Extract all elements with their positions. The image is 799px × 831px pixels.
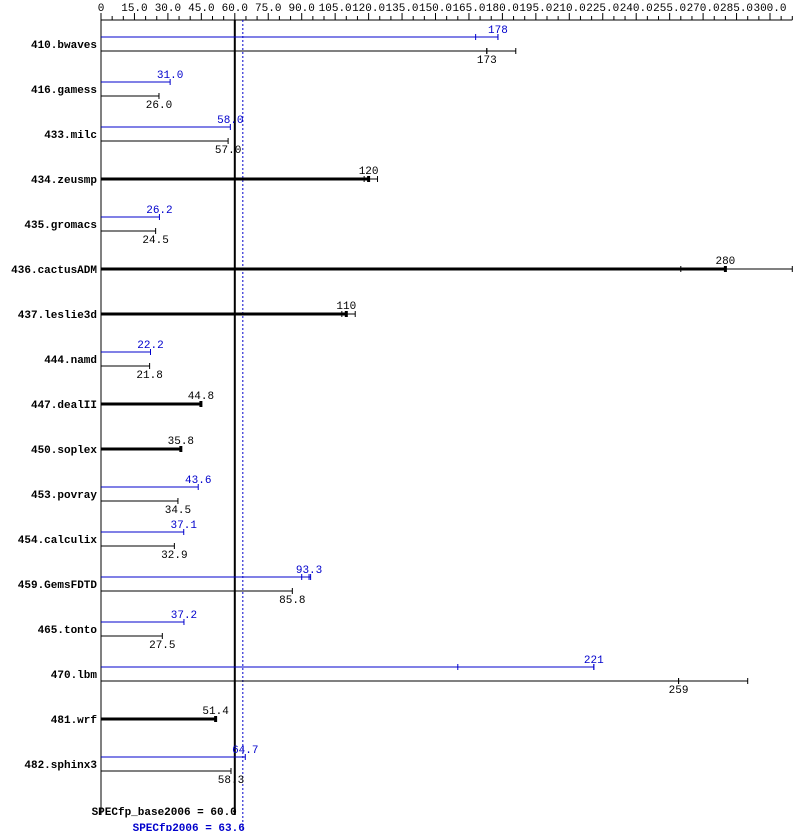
benchmark-label: 434.zeusmp [31, 175, 97, 187]
svg-text:60.0: 60.0 [222, 3, 248, 15]
svg-text:270.0: 270.0 [687, 3, 720, 15]
svg-text:120.0: 120.0 [352, 3, 385, 15]
svg-text:195.0: 195.0 [519, 3, 552, 15]
svg-text:51.4: 51.4 [202, 706, 229, 718]
svg-text:44.8: 44.8 [188, 391, 214, 403]
svg-text:22.2: 22.2 [137, 340, 163, 352]
svg-text:15.0: 15.0 [121, 3, 147, 15]
svg-text:180.0: 180.0 [486, 3, 519, 15]
svg-text:24.5: 24.5 [142, 235, 168, 247]
svg-text:178: 178 [488, 25, 508, 37]
benchmark-label: 436.cactusADM [11, 265, 97, 277]
svg-text:64.7: 64.7 [232, 745, 258, 757]
svg-text:32.9: 32.9 [161, 550, 187, 562]
svg-text:90.0: 90.0 [288, 3, 314, 15]
svg-text:0: 0 [98, 3, 105, 15]
svg-text:240.0: 240.0 [620, 3, 653, 15]
svg-text:221: 221 [584, 655, 604, 667]
specfp-chart: 0 15.0 30.0 45.0 60.0 75.0 90.0 105.0120.0135.0… [0, 0, 799, 831]
benchmark-label: 454.calculix [18, 535, 98, 547]
svg-text:150.0: 150.0 [419, 3, 452, 15]
svg-text:85.8: 85.8 [279, 595, 305, 607]
svg-text:173: 173 [477, 55, 497, 67]
svg-text:255.0: 255.0 [653, 3, 686, 15]
benchmark-label: 465.tonto [38, 625, 98, 637]
svg-text:135.0: 135.0 [386, 3, 419, 15]
svg-text:57.0: 57.0 [215, 145, 241, 157]
svg-text:35.8: 35.8 [168, 436, 194, 448]
svg-text:285.0: 285.0 [720, 3, 753, 15]
svg-text:31.0: 31.0 [157, 70, 183, 82]
benchmark-label: 416.gamess [31, 85, 97, 97]
svg-text:120: 120 [359, 166, 379, 178]
benchmark-label: 437.leslie3d [18, 310, 97, 322]
svg-text:27.5: 27.5 [149, 640, 175, 652]
svg-text:259: 259 [669, 685, 689, 697]
svg-text:43.6: 43.6 [185, 475, 211, 487]
svg-text:225.0: 225.0 [586, 3, 619, 15]
benchmark-label: 481.wrf [51, 715, 98, 727]
svg-text:37.2: 37.2 [171, 610, 197, 622]
svg-text:105.0: 105.0 [319, 3, 352, 15]
benchmark-label: 450.soplex [31, 445, 97, 457]
svg-text:21.8: 21.8 [136, 370, 162, 382]
svg-text:58.0: 58.0 [217, 115, 243, 127]
benchmark-label: 444.namd [44, 355, 97, 367]
svg-text:58.3: 58.3 [218, 775, 244, 787]
svg-text:300.0: 300.0 [753, 3, 786, 15]
summary-peak-label: SPECfp2006 = 63.6 [133, 823, 245, 831]
svg-text:26.0: 26.0 [146, 100, 172, 112]
svg-text:45.0: 45.0 [188, 3, 214, 15]
svg-text:110: 110 [336, 301, 356, 313]
benchmark-label: 433.milc [44, 130, 97, 142]
svg-text:280: 280 [715, 256, 735, 268]
svg-text:37.1: 37.1 [171, 520, 198, 532]
benchmark-label: 470.lbm [51, 670, 98, 682]
svg-text:93.3: 93.3 [296, 565, 322, 577]
svg-text:165.0: 165.0 [452, 3, 485, 15]
svg-text:75.0: 75.0 [255, 3, 281, 15]
svg-text:26.2: 26.2 [146, 205, 172, 217]
svg-text:34.5: 34.5 [165, 505, 191, 517]
svg-text:210.0: 210.0 [553, 3, 586, 15]
benchmark-label: 435.gromacs [24, 220, 97, 232]
svg-text:30.0: 30.0 [155, 3, 181, 15]
summary-base-label: SPECfp_base2006 = 60.0 [92, 807, 237, 819]
benchmark-label: 447.dealII [31, 400, 97, 412]
benchmark-label: 459.GemsFDTD [18, 580, 98, 592]
benchmark-label: 410.bwaves [31, 40, 97, 52]
benchmark-label: 453.povray [31, 490, 97, 502]
benchmark-label: 482.sphinx3 [24, 760, 97, 772]
